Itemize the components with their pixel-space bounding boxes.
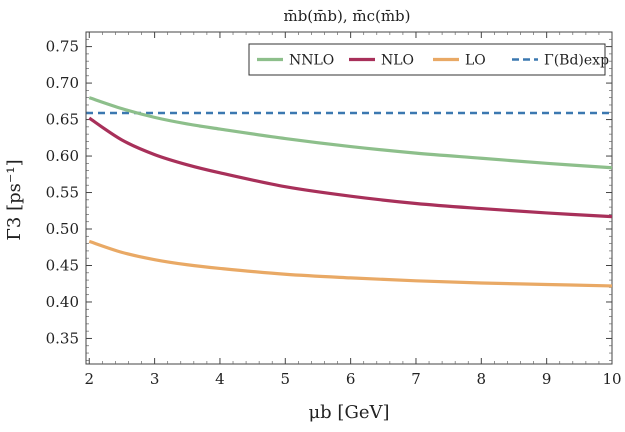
x-tick-label: 10 <box>602 370 621 388</box>
x-tick-label: 5 <box>281 370 291 388</box>
x-tick-label: 2 <box>84 370 94 388</box>
x-tick-label: 9 <box>542 370 552 388</box>
y-tick-label: 0.60 <box>46 147 79 165</box>
x-tick-label: 6 <box>346 370 356 388</box>
legend-label-lo: LO <box>465 53 486 69</box>
legend-label-nnlo: NNLO <box>289 53 334 69</box>
plot-frame <box>85 31 613 365</box>
series-line-nnlo <box>88 96 613 170</box>
y-tick-label: 0.70 <box>46 74 79 92</box>
y-tick-label: 0.40 <box>46 293 79 311</box>
y-tick-label: 0.65 <box>46 111 79 129</box>
legend-label-bd-exp: Γ(Bd)exp <box>544 53 609 69</box>
x-tick-label: 3 <box>150 370 160 388</box>
x-tick-label: 7 <box>411 370 421 388</box>
legend-box <box>248 43 606 76</box>
x-tick-label: 8 <box>477 370 487 388</box>
legend-label-nlo: NLO <box>381 53 414 69</box>
series-line-nlo <box>88 116 613 219</box>
y-tick-label: 0.50 <box>46 220 79 238</box>
series-line-lo <box>88 239 613 288</box>
y-tick-label: 0.75 <box>46 38 79 56</box>
y-axis-title: Γ3 [ps⁻¹] <box>4 159 25 240</box>
y-tick-label: 0.55 <box>46 184 79 202</box>
chart-title: m̄b(m̄b), m̄c(m̄b) <box>283 7 410 25</box>
x-axis-title: μb [GeV] <box>308 402 389 423</box>
y-tick-label: 0.45 <box>46 256 79 274</box>
y-tick-label: 0.35 <box>46 329 79 347</box>
x-tick-label: 4 <box>215 370 225 388</box>
